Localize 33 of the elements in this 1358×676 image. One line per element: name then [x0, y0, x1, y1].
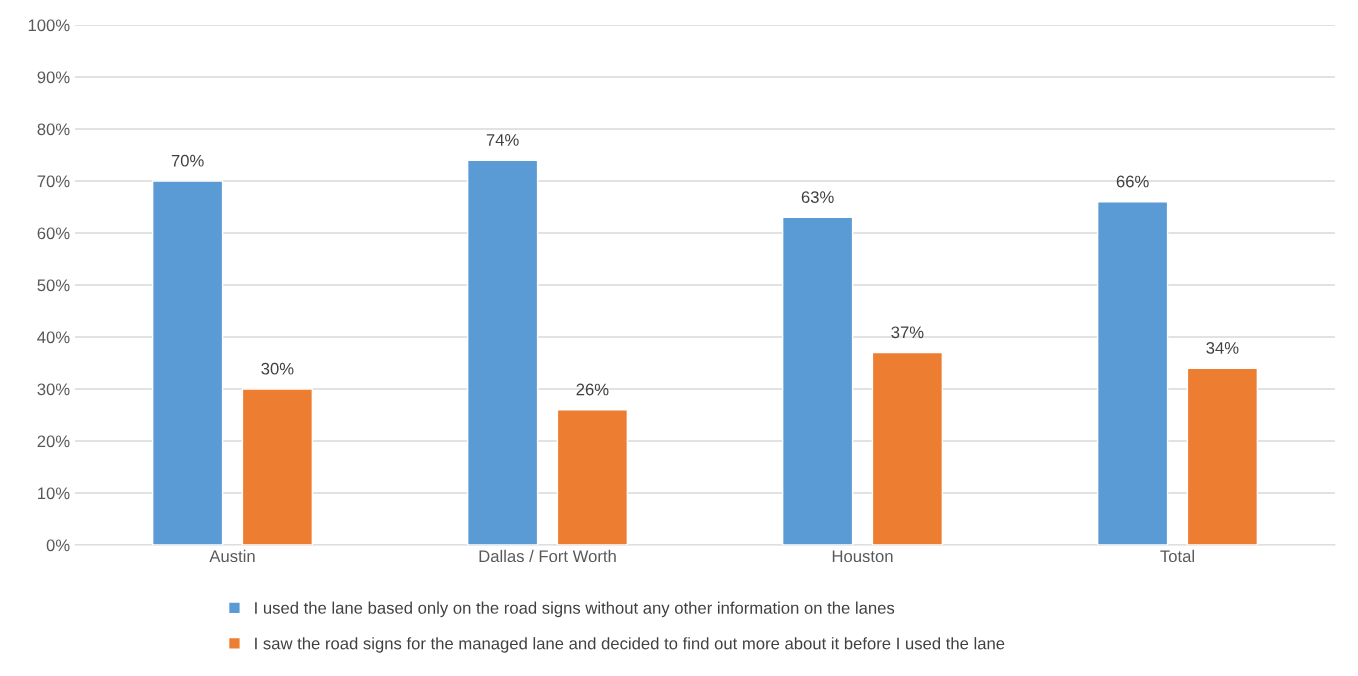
x-tick-label: Houston — [832, 550, 893, 563]
y-tick-label: 40% — [37, 331, 70, 344]
bar — [151, 180, 224, 545]
data-label: 30% — [261, 362, 294, 375]
bar — [556, 409, 629, 545]
bar — [1186, 367, 1259, 545]
y-tick-label: 60% — [37, 227, 70, 240]
x-tick-label: Total — [1160, 549, 1194, 563]
legend-label: I saw the road signs for the managed lane and decided to find out more about it before I used the lane — [255, 637, 1005, 653]
bar — [466, 159, 539, 545]
data-label: 74% — [486, 134, 519, 146]
y-tick-label: 20% — [37, 435, 70, 448]
data-label: 66% — [1116, 175, 1149, 188]
legend-label: I used the lane based only on the road signs without any other information on the lanes — [255, 601, 895, 618]
y-tick-label: 30% — [37, 383, 70, 396]
x-tick-label: Austin — [209, 549, 255, 563]
y-tick-label: 80% — [37, 123, 70, 136]
y-tick-label: 50% — [37, 279, 70, 292]
data-label: 63% — [801, 191, 834, 203]
y-tick-label: 90% — [37, 71, 70, 84]
y-tick-label: 70% — [37, 175, 70, 188]
y-tick-label: 100% — [28, 19, 70, 32]
data-label: 34% — [1206, 341, 1239, 354]
data-label: 37% — [891, 326, 924, 339]
bar — [871, 351, 944, 545]
data-label: 26% — [576, 383, 609, 396]
x-tick-label: Dallas / Fort Worth — [479, 549, 616, 563]
bar — [241, 388, 314, 545]
bar — [781, 216, 854, 545]
y-tick-label: 10% — [38, 487, 70, 500]
bar — [1096, 201, 1169, 545]
y-tick-label: 0% — [46, 539, 70, 552]
data-label: 70% — [171, 154, 204, 167]
